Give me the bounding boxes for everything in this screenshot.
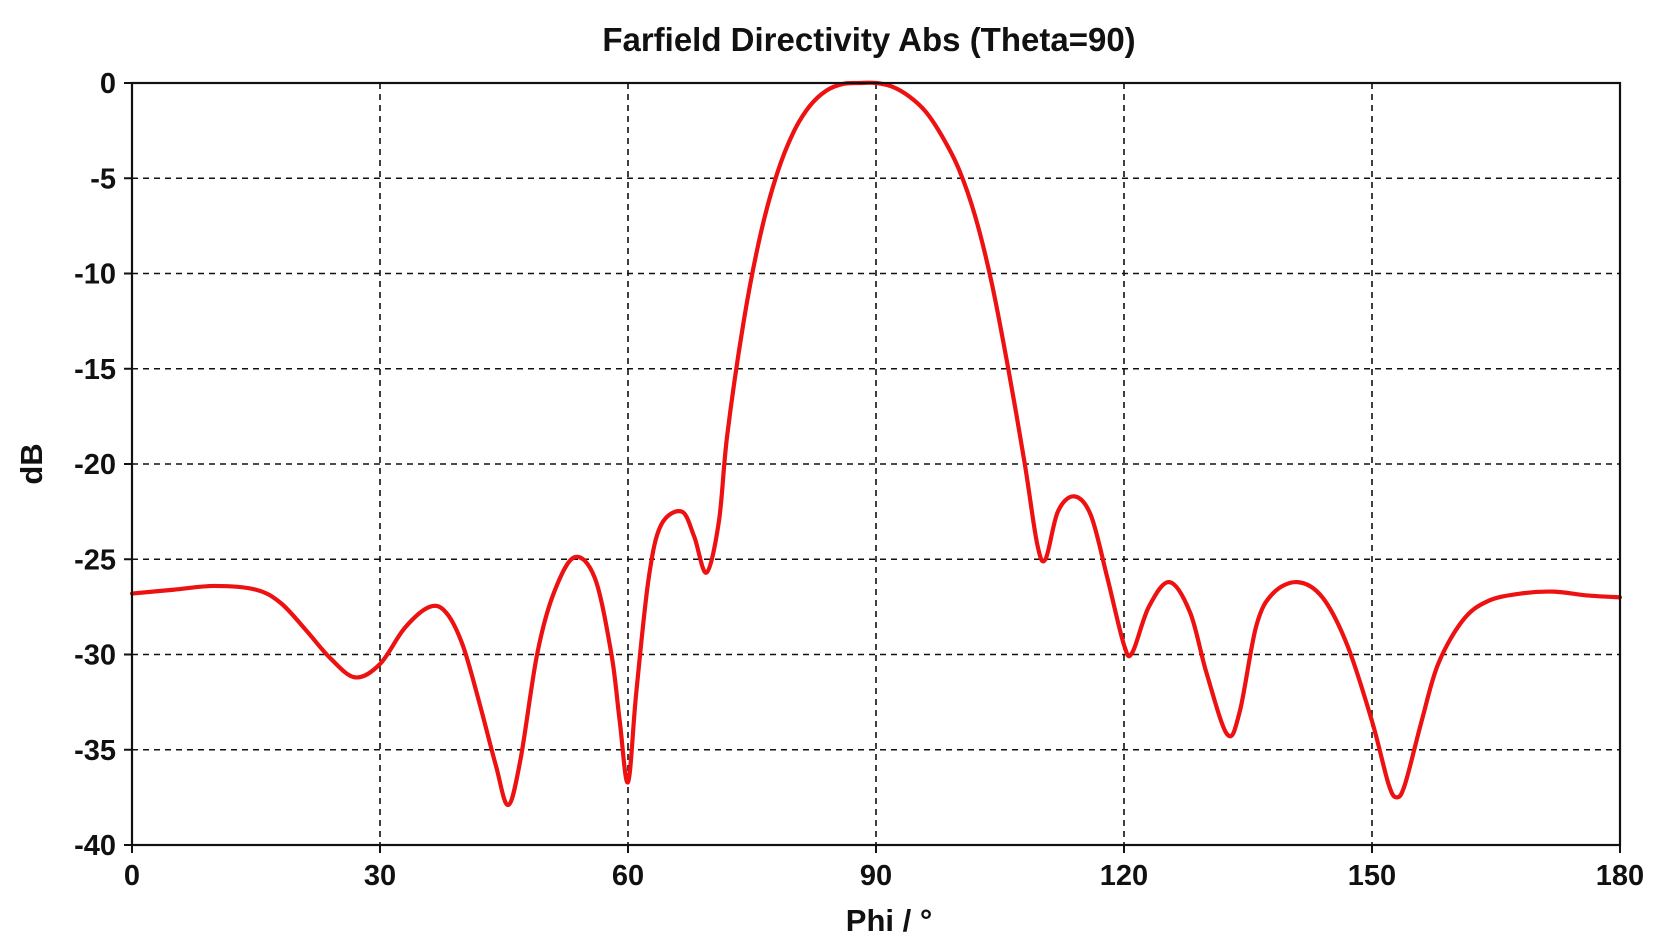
directivity-line [129, 80, 1623, 808]
x-tick-label: 90 [860, 860, 892, 892]
x-tick-label: 120 [1100, 860, 1148, 892]
series-layer [129, 80, 1623, 808]
y-tick-label: 0 [100, 68, 116, 100]
y-tick-label: -30 [74, 640, 116, 672]
y-tick-label: -5 [90, 163, 116, 195]
y-tick-label: -10 [74, 259, 116, 291]
x-tick-label: 180 [1596, 860, 1644, 892]
y-tick-label: -25 [74, 544, 116, 576]
x-tick-label: 60 [612, 860, 644, 892]
x-tick-label: 150 [1348, 860, 1396, 892]
y-tick-label: -35 [74, 735, 116, 767]
axis-ticks: 0 30 60 90 120 150 180 0 -5 -10 -15 -20 -25 -30 -35 -40 [74, 68, 1644, 892]
x-tick-label: 0 [124, 860, 140, 892]
chart-title: Farfield Directivity Abs (Theta=90) [602, 21, 1135, 58]
grid-lines [132, 83, 1620, 845]
y-tick-label: -15 [74, 354, 116, 386]
x-tick-label: 30 [364, 860, 396, 892]
x-axis-label: Phi / ° [846, 903, 932, 938]
plot-frame [130, 81, 1622, 847]
y-axis-label: dB [14, 443, 49, 484]
y-tick-label: -40 [74, 830, 116, 862]
y-tick-label: -20 [74, 449, 116, 481]
